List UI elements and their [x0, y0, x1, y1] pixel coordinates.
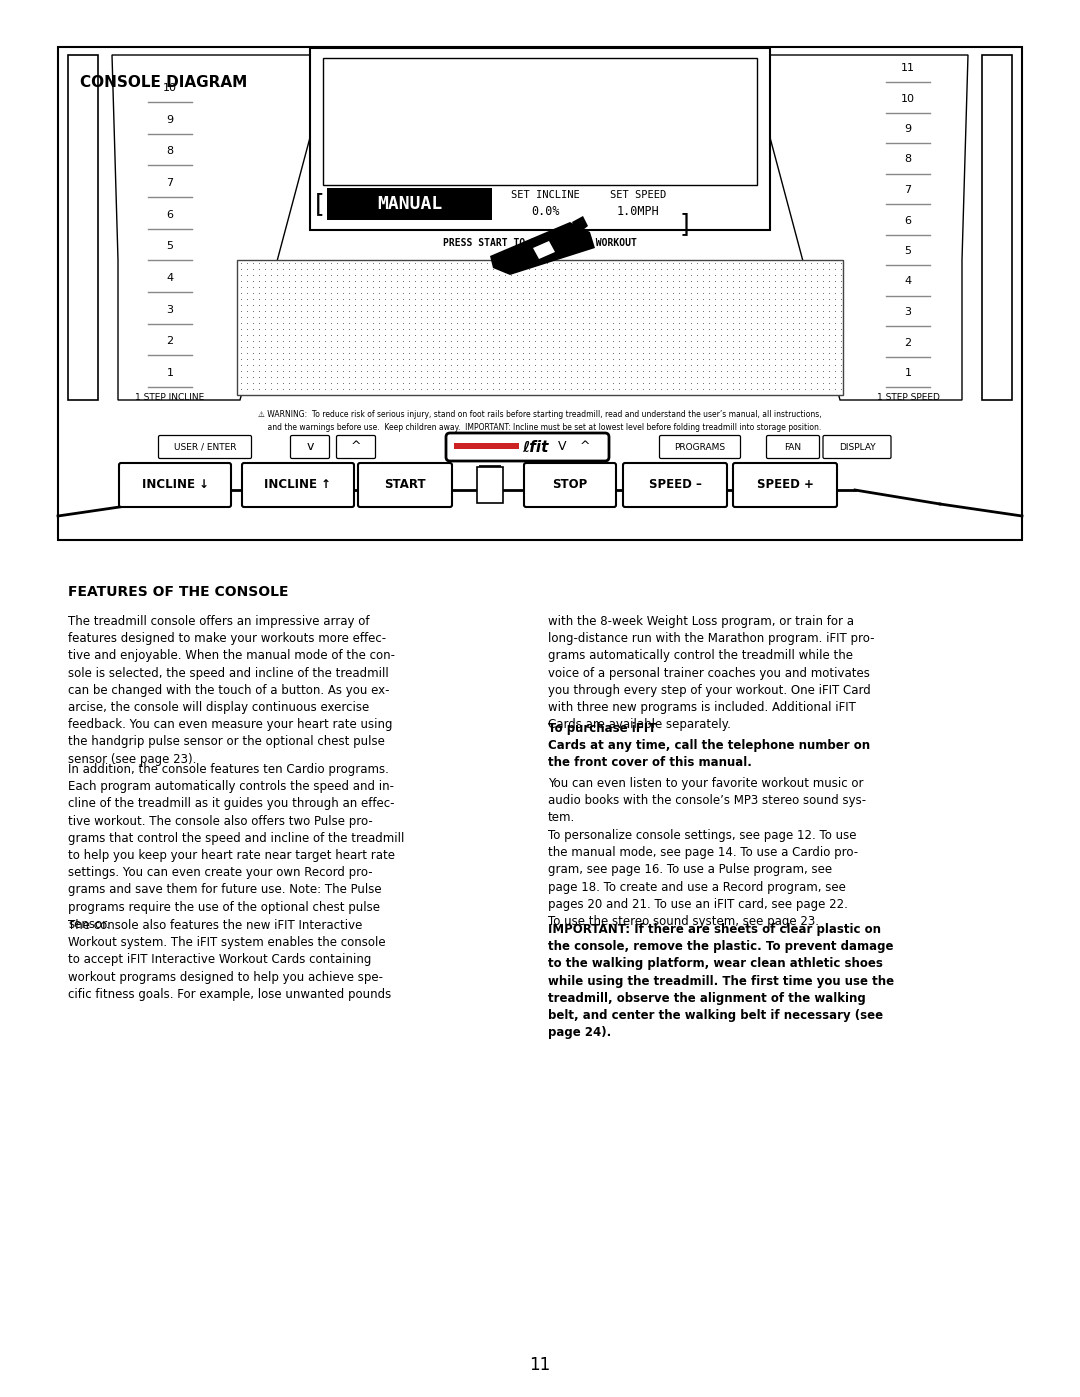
Text: The console also features the new iFIT Interactive
Workout system. The iFIT syst: The console also features the new iFIT I…: [68, 919, 391, 1000]
Text: ^: ^: [580, 440, 591, 454]
Text: START: START: [384, 479, 426, 492]
FancyBboxPatch shape: [337, 436, 376, 458]
Text: DISPLAY: DISPLAY: [839, 443, 875, 451]
FancyBboxPatch shape: [119, 462, 231, 507]
Text: SET SPEED: SET SPEED: [610, 190, 666, 200]
Text: PROGRAMS: PROGRAMS: [674, 443, 726, 451]
Text: 6: 6: [166, 210, 174, 219]
Text: 5: 5: [166, 242, 174, 251]
Bar: [477, 467, 503, 503]
Text: 4: 4: [166, 272, 174, 284]
Text: 9: 9: [166, 115, 174, 124]
FancyBboxPatch shape: [660, 436, 741, 458]
FancyBboxPatch shape: [823, 436, 891, 458]
Bar: [454, 443, 519, 448]
Text: with the 8-week Weight Loss program, or train for a
long-distance run with the M: with the 8-week Weight Loss program, or …: [548, 615, 875, 731]
Text: FAN: FAN: [784, 443, 801, 451]
Text: INCLINE ↓: INCLINE ↓: [141, 479, 208, 492]
Polygon shape: [768, 54, 968, 400]
FancyBboxPatch shape: [524, 462, 616, 507]
Bar: [327, 189, 492, 219]
Text: 4: 4: [904, 277, 912, 286]
Text: ^: ^: [351, 440, 361, 454]
Polygon shape: [112, 54, 312, 400]
Text: USER / ENTER: USER / ENTER: [174, 443, 237, 451]
Text: 0.0%: 0.0%: [530, 205, 559, 218]
Text: MANUAL: MANUAL: [377, 196, 442, 212]
Text: CONSOLE DIAGRAM: CONSOLE DIAGRAM: [80, 75, 247, 89]
FancyBboxPatch shape: [767, 436, 820, 458]
Text: 11: 11: [901, 63, 915, 73]
Text: 11: 11: [529, 1356, 551, 1375]
Text: 1: 1: [166, 367, 174, 379]
Text: 10: 10: [163, 82, 177, 94]
Polygon shape: [68, 54, 98, 400]
Bar: [310, 47, 770, 231]
Polygon shape: [534, 242, 555, 258]
Polygon shape: [982, 54, 1012, 400]
Text: 9: 9: [904, 124, 912, 134]
Text: 3: 3: [166, 305, 174, 314]
Text: 2: 2: [904, 338, 912, 348]
Text: ℓfit: ℓfit: [522, 440, 549, 454]
Polygon shape: [490, 222, 595, 275]
Text: SPEED –: SPEED –: [649, 479, 701, 492]
Text: PRESS START TO BEGIN YOUR WORKOUT: PRESS START TO BEGIN YOUR WORKOUT: [443, 237, 637, 249]
Text: v: v: [307, 440, 313, 454]
FancyBboxPatch shape: [623, 462, 727, 507]
Text: You can even listen to your favorite workout music or
audio books with the conso: You can even listen to your favorite wor…: [548, 777, 866, 824]
FancyBboxPatch shape: [357, 462, 453, 507]
Text: [: [: [315, 191, 325, 217]
Text: SPEED +: SPEED +: [757, 479, 813, 492]
Text: 3: 3: [905, 307, 912, 317]
Text: STOP: STOP: [552, 479, 588, 492]
Text: To purchase iFIT
Cards at any time, call the telephone number on
the front cover: To purchase iFIT Cards at any time, call…: [548, 722, 870, 770]
Bar: [323, 59, 757, 184]
Text: 5: 5: [905, 246, 912, 256]
Text: INCLINE ↑: INCLINE ↑: [265, 479, 332, 492]
FancyBboxPatch shape: [733, 462, 837, 507]
Text: 1 STEP INCLINE: 1 STEP INCLINE: [135, 393, 204, 402]
Text: 7: 7: [166, 177, 174, 189]
Text: SET INCLINE: SET INCLINE: [511, 190, 579, 200]
Text: ]: ]: [680, 212, 690, 236]
Text: 1.0MPH: 1.0MPH: [617, 205, 660, 218]
Text: 7: 7: [904, 184, 912, 196]
Text: 2: 2: [166, 337, 174, 346]
FancyBboxPatch shape: [242, 462, 354, 507]
Text: To personalize console settings, see page 12. To use
the manual mode, see page 1: To personalize console settings, see pag…: [548, 828, 859, 928]
Text: V: V: [557, 440, 566, 454]
Text: In addition, the console features ten Cardio programs.
Each program automaticall: In addition, the console features ten Ca…: [68, 763, 404, 930]
FancyBboxPatch shape: [446, 433, 609, 461]
FancyBboxPatch shape: [291, 436, 329, 458]
Text: 1: 1: [905, 367, 912, 379]
Text: ⚠ WARNING:  To reduce risk of serious injury, stand on foot rails before startin: ⚠ WARNING: To reduce risk of serious inj…: [258, 409, 822, 432]
Bar: [58, 47, 1022, 541]
Polygon shape: [572, 217, 588, 235]
Text: 1 STEP SPEED: 1 STEP SPEED: [877, 393, 940, 402]
Text: 8: 8: [166, 147, 174, 156]
Text: IMPORTANT: If there are sheets of clear plastic on
the console, remove the plast: IMPORTANT: If there are sheets of clear …: [548, 923, 894, 1039]
FancyBboxPatch shape: [159, 436, 252, 458]
Bar: [237, 260, 843, 395]
Text: 6: 6: [905, 215, 912, 225]
Text: 10: 10: [901, 94, 915, 103]
Text: 8: 8: [904, 155, 912, 165]
Text: FEATURES OF THE CONSOLE: FEATURES OF THE CONSOLE: [68, 585, 288, 599]
Bar: [480, 465, 501, 495]
Text: The treadmill console offers an impressive array of
features designed to make yo: The treadmill console offers an impressi…: [68, 615, 395, 766]
